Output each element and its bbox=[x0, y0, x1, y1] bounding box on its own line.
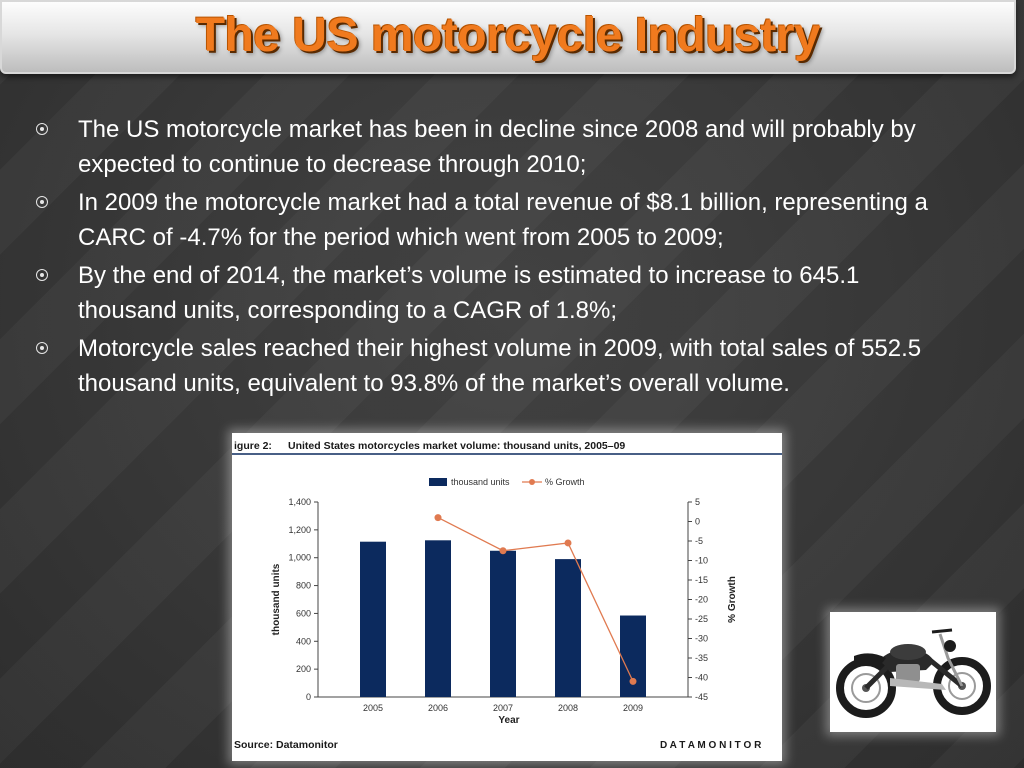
legend-line-label: % Growth bbox=[545, 477, 585, 487]
bullet-item: The US motorcycle market has been in dec… bbox=[34, 112, 934, 182]
bar bbox=[490, 550, 516, 697]
bullet-icon bbox=[36, 123, 48, 135]
chart-legend: thousand units % Growth bbox=[429, 477, 585, 487]
x-tick-label: 2007 bbox=[493, 703, 513, 713]
y2-tick-label: -35 bbox=[695, 653, 708, 663]
legend-line-marker bbox=[529, 479, 535, 485]
y2-tick-label: -30 bbox=[695, 634, 708, 644]
legend-bar-swatch bbox=[429, 478, 447, 486]
title-bar: The US motorcycle Industry bbox=[0, 0, 1016, 74]
y2-tick-label: -15 bbox=[695, 575, 708, 585]
motorcycle-photo bbox=[830, 612, 996, 732]
bar bbox=[555, 559, 581, 697]
y-tick-label: 0 bbox=[306, 692, 311, 702]
y2-tick-label: -40 bbox=[695, 673, 708, 683]
growth-point bbox=[564, 539, 572, 547]
bullet-text: The US motorcycle market has been in dec… bbox=[78, 116, 916, 178]
bullet-item: Motorcycle sales reached their highest v… bbox=[34, 331, 934, 401]
figure-caption-title: United States motorcycles market volume:… bbox=[288, 440, 625, 452]
bullet-item: In 2009 the motorcycle market had a tota… bbox=[34, 185, 934, 255]
y-tick-label: 1,200 bbox=[288, 525, 311, 535]
bar bbox=[360, 541, 386, 697]
x-tick-label: 2008 bbox=[558, 703, 578, 713]
bullet-icon bbox=[36, 196, 48, 208]
y-tick-label: 600 bbox=[296, 608, 311, 618]
y2-tick-label: -5 bbox=[695, 536, 703, 546]
bullet-text: By the end of 2014, the market’s volume … bbox=[78, 262, 860, 324]
x-tick-label: 2005 bbox=[363, 703, 383, 713]
y-tick-label: 800 bbox=[296, 581, 311, 591]
figure-caption-prefix: igure 2: bbox=[234, 440, 272, 452]
y2-tick-label: 0 bbox=[695, 517, 700, 527]
y-tick-label: 200 bbox=[296, 664, 311, 674]
bullet-text: Motorcycle sales reached their highest v… bbox=[78, 335, 922, 397]
bullet-icon bbox=[36, 342, 48, 354]
motorcycle-icon bbox=[836, 628, 991, 718]
y2-tick-label: 5 bbox=[695, 497, 700, 507]
growth-point bbox=[499, 547, 507, 555]
figure-brand: D A T A M O N I T O R bbox=[660, 740, 762, 751]
x-axis-title: Year bbox=[498, 715, 519, 726]
y2-tick-label: -45 bbox=[695, 692, 708, 702]
bullet-list: The US motorcycle market has been in dec… bbox=[34, 112, 934, 404]
y2-tick-label: -10 bbox=[695, 556, 708, 566]
bullet-text: In 2009 the motorcycle market had a tota… bbox=[78, 189, 928, 251]
chart-figure: igure 2: United States motorcycles marke… bbox=[232, 433, 782, 761]
y2-tick-label: -25 bbox=[695, 614, 708, 624]
y-tick-label: 400 bbox=[296, 636, 311, 646]
y-tick-label: 1,000 bbox=[288, 553, 311, 563]
x-tick-label: 2006 bbox=[428, 703, 448, 713]
x-tick-label: 2009 bbox=[623, 703, 643, 713]
growth-point bbox=[629, 677, 637, 685]
growth-line bbox=[437, 517, 634, 682]
y-tick-label: 1,400 bbox=[288, 497, 311, 507]
y2-axis-title: % Growth bbox=[727, 576, 738, 623]
legend-bar-label: thousand units bbox=[451, 477, 510, 487]
figure-source: Source: Datamonitor bbox=[234, 739, 338, 751]
slide-title: The US motorcycle Industry bbox=[195, 9, 821, 62]
y2-tick-label: -20 bbox=[695, 595, 708, 605]
growth-point bbox=[434, 514, 442, 522]
bullet-item: By the end of 2014, the market’s volume … bbox=[34, 258, 934, 328]
bar bbox=[425, 540, 451, 697]
y-axis-title: thousand units bbox=[271, 563, 282, 635]
bullet-icon bbox=[36, 269, 48, 281]
chart-svg: igure 2: United States motorcycles marke… bbox=[232, 440, 782, 751]
